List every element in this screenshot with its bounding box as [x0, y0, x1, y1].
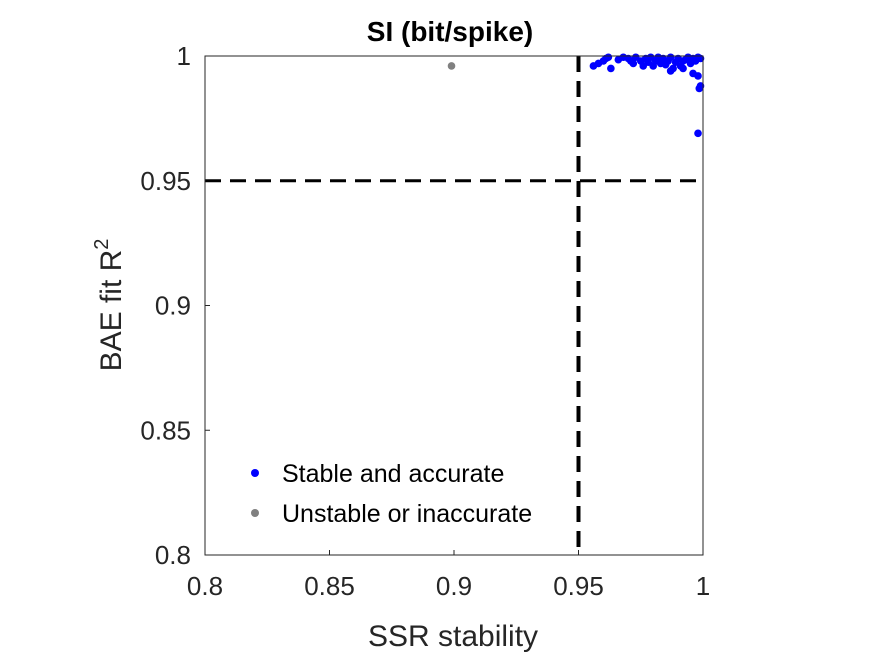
- x-tick-label: 1: [696, 571, 710, 601]
- threshold-lines: [205, 56, 703, 555]
- data-point-series-0: [679, 64, 687, 73]
- legend: Stable and accurate Unstable or inaccura…: [251, 460, 532, 528]
- data-point-series-0: [604, 53, 613, 62]
- x-tick-label: 0.9: [436, 571, 472, 601]
- legend-label-unstable: Unstable or inaccurate: [282, 500, 532, 528]
- chart-title: SI (bit/spike): [367, 16, 533, 47]
- data-point-series-0: [696, 54, 705, 63]
- legend-marker-unstable: [251, 509, 259, 517]
- data-point-series-0: [666, 67, 675, 75]
- axes-box: [204, 55, 704, 556]
- y-axis-label: BAE fit R2: [91, 239, 128, 372]
- data-point-series-0: [694, 72, 702, 80]
- data-point-series-0: [629, 59, 638, 68]
- x-tick-label: 0.8: [187, 571, 223, 601]
- data-points: [447, 53, 705, 138]
- data-point-series-0: [695, 84, 704, 93]
- y-tick-label: 0.8: [155, 540, 191, 570]
- y-axis-label-text: BAE fit R: [95, 250, 128, 372]
- data-point-series-0: [666, 53, 675, 62]
- legend-label-stable: Stable and accurate: [282, 460, 504, 488]
- data-point-series-0: [694, 129, 702, 138]
- y-tick-label: 0.85: [140, 415, 191, 445]
- y-tick-label: 0.9: [155, 291, 191, 321]
- legend-marker-stable: [251, 469, 259, 477]
- x-axis-label: SSR stability: [368, 620, 538, 653]
- y-tick-labels: 0.8 0.85 0.9 0.95 1: [140, 41, 210, 570]
- x-tick-label: 0.95: [553, 571, 604, 601]
- x-tick-label: 0.85: [304, 571, 355, 601]
- x-tick-labels: 0.8 0.85 0.9 0.95 1: [187, 550, 710, 601]
- data-point-series-1: [447, 62, 456, 70]
- y-tick-label: 0.95: [140, 166, 191, 196]
- data-point-series-0: [607, 64, 615, 73]
- y-tick-label: 1: [177, 41, 191, 71]
- y-axis-label-superscript: 2: [91, 239, 113, 250]
